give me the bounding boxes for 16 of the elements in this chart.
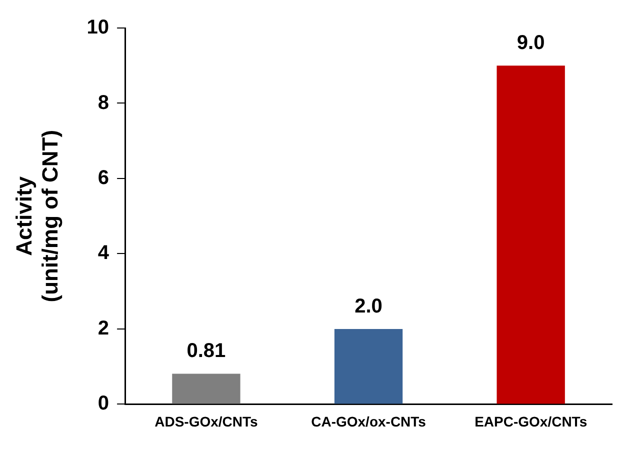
data-label: 0.81 xyxy=(186,340,226,362)
bar xyxy=(496,66,565,404)
y-tick-label: 0 xyxy=(98,392,110,415)
data-label: 2.0 xyxy=(354,295,382,318)
y-tick-label: 6 xyxy=(98,166,110,189)
y-tick-label: 2 xyxy=(98,317,110,340)
x-tick-label: ADS-GOx/CNTs xyxy=(154,413,258,430)
y-tick-label: 10 xyxy=(86,16,110,39)
x-tick-label: CA-GOx/ox-CNTs xyxy=(311,413,426,430)
y-tick-label: 4 xyxy=(98,242,110,264)
bar xyxy=(172,374,240,404)
x-tick-label: EAPC-GOx/CNTs xyxy=(474,413,588,430)
data-label: 9.0 xyxy=(516,32,545,54)
y-tick-label: 8 xyxy=(98,92,110,114)
y-axis-title: Activity (unit/mg of CNT) xyxy=(11,130,63,302)
bar xyxy=(334,328,403,404)
